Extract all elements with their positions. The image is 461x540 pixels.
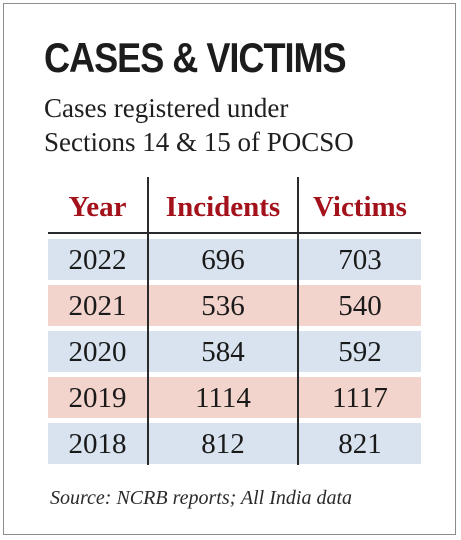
cell-year: 2020 (68, 336, 127, 368)
header-year: Year (68, 191, 127, 223)
chart-title: CASES & VICTIMS (44, 34, 347, 81)
cell-victims: 1117 (332, 382, 388, 414)
cell-incidents: 812 (201, 428, 245, 460)
column-divider-2 (297, 177, 299, 465)
card-frame: CASES & VICTIMS Cases registered under S… (3, 3, 456, 535)
cell-incidents: 536 (201, 290, 245, 322)
table-row: 2021 536 540 (48, 285, 421, 326)
subtitle-line-1: Cases registered under (44, 93, 289, 123)
header-victims: Victims (313, 191, 407, 223)
table-row: 2019 1114 1117 (48, 377, 421, 418)
cell-victims: 592 (338, 336, 382, 368)
cell-incidents: 584 (201, 336, 245, 368)
cell-victims: 821 (338, 428, 382, 460)
cell-victims: 703 (338, 244, 382, 276)
header-incidents: Incidents (165, 191, 281, 223)
table-row: 2018 812 821 (48, 423, 421, 464)
cell-year: 2019 (68, 382, 127, 414)
cell-year: 2021 (68, 290, 127, 322)
source-note: Source: NCRB reports; All India data (50, 487, 353, 509)
cell-incidents: 696 (201, 244, 245, 276)
chart-subtitle: Cases registered under Sections 14 & 15 … (44, 91, 354, 159)
cell-incidents: 1114 (195, 382, 251, 414)
data-table: Year Incidents Victims 2022 696 703 2021 536… (48, 177, 421, 465)
table-row: 2020 584 592 (48, 331, 421, 372)
cell-victims: 540 (338, 290, 382, 322)
column-divider-1 (147, 177, 149, 465)
header-rule (48, 232, 421, 234)
cell-year: 2022 (68, 244, 127, 276)
cell-year: 2018 (68, 428, 127, 460)
table-row: 2022 696 703 (48, 239, 421, 280)
subtitle-line-2: Sections 14 & 15 of POCSO (44, 127, 354, 157)
